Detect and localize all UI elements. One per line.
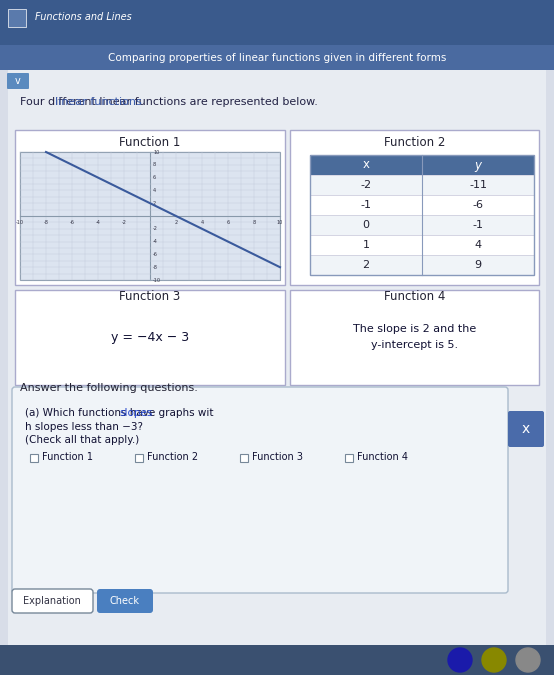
FancyBboxPatch shape [310,215,534,235]
Text: Function 2: Function 2 [384,136,445,148]
Text: x: x [522,422,530,436]
Text: Function 4: Function 4 [384,290,445,304]
Text: linear functions: linear functions [20,97,142,107]
FancyBboxPatch shape [97,589,153,613]
Text: 1: 1 [362,240,370,250]
Text: 9: 9 [474,260,481,270]
FancyBboxPatch shape [310,175,534,195]
Text: -6: -6 [473,200,484,210]
Text: -11: -11 [469,180,487,190]
Text: Function 2: Function 2 [147,452,198,462]
Text: -4: -4 [153,239,158,244]
Text: y: y [474,159,481,171]
Text: Functions and Lines: Functions and Lines [35,12,132,22]
Text: 4: 4 [153,188,156,193]
Text: -2: -2 [153,226,158,232]
Text: Function 1: Function 1 [42,452,93,462]
FancyBboxPatch shape [0,45,554,70]
Text: -4: -4 [95,220,100,225]
FancyBboxPatch shape [20,152,280,280]
Text: Function 3: Function 3 [119,290,181,304]
Text: 8: 8 [253,220,255,225]
Text: -8: -8 [153,265,158,270]
Text: Check: Check [110,596,140,606]
FancyBboxPatch shape [7,73,29,89]
Text: Explanation: Explanation [23,596,81,606]
Text: 0: 0 [362,220,370,230]
Text: -2: -2 [121,220,126,225]
Text: slopes: slopes [120,408,153,418]
Text: -1: -1 [361,200,372,210]
Text: h slopes less than −3?: h slopes less than −3? [25,422,143,432]
Text: v: v [15,76,21,86]
FancyBboxPatch shape [310,195,534,215]
Text: y = −4x − 3: y = −4x − 3 [111,331,189,344]
FancyBboxPatch shape [30,454,38,462]
Text: (a) Which functions have graphs wit: (a) Which functions have graphs wit [25,408,213,418]
FancyBboxPatch shape [0,645,554,675]
Text: -2: -2 [361,180,372,190]
FancyBboxPatch shape [290,130,539,285]
Text: -10: -10 [16,220,24,225]
FancyBboxPatch shape [12,387,508,593]
Text: Function 1: Function 1 [119,136,181,148]
Text: Function 3: Function 3 [252,452,303,462]
FancyBboxPatch shape [310,155,534,175]
Text: -10: -10 [153,277,161,283]
FancyBboxPatch shape [135,454,143,462]
Text: Four different linear functions are represented below.: Four different linear functions are repr… [20,97,318,107]
Text: -6: -6 [153,252,158,257]
Text: y-intercept is 5.: y-intercept is 5. [371,340,458,350]
Text: 4: 4 [201,220,203,225]
Text: -6: -6 [70,220,74,225]
Text: 6: 6 [227,220,229,225]
FancyBboxPatch shape [12,589,93,613]
FancyBboxPatch shape [310,235,534,255]
FancyBboxPatch shape [310,255,534,275]
Text: The slope is 2 and the: The slope is 2 and the [353,325,476,335]
Text: 2: 2 [153,200,156,206]
Text: 10: 10 [153,149,159,155]
FancyBboxPatch shape [15,130,285,285]
Text: -1: -1 [473,220,484,230]
Text: 10: 10 [277,220,283,225]
Circle shape [516,648,540,672]
FancyBboxPatch shape [508,411,544,447]
FancyBboxPatch shape [0,0,554,45]
Text: -8: -8 [44,220,48,225]
FancyBboxPatch shape [345,454,353,462]
Text: Answer the following questions.: Answer the following questions. [20,383,198,393]
Text: (Check all that apply.): (Check all that apply.) [25,435,139,445]
FancyBboxPatch shape [8,70,546,645]
FancyBboxPatch shape [8,9,26,27]
Text: 6: 6 [153,175,156,180]
Circle shape [448,648,472,672]
Text: 4: 4 [474,240,481,250]
Text: 2: 2 [362,260,370,270]
Circle shape [482,648,506,672]
Text: 2: 2 [175,220,178,225]
Text: Comparing properties of linear functions given in different forms: Comparing properties of linear functions… [108,53,446,63]
FancyBboxPatch shape [290,290,539,385]
FancyBboxPatch shape [240,454,248,462]
FancyBboxPatch shape [15,290,285,385]
Text: Function 4: Function 4 [357,452,408,462]
Text: x: x [362,159,370,171]
Text: 8: 8 [153,162,156,167]
